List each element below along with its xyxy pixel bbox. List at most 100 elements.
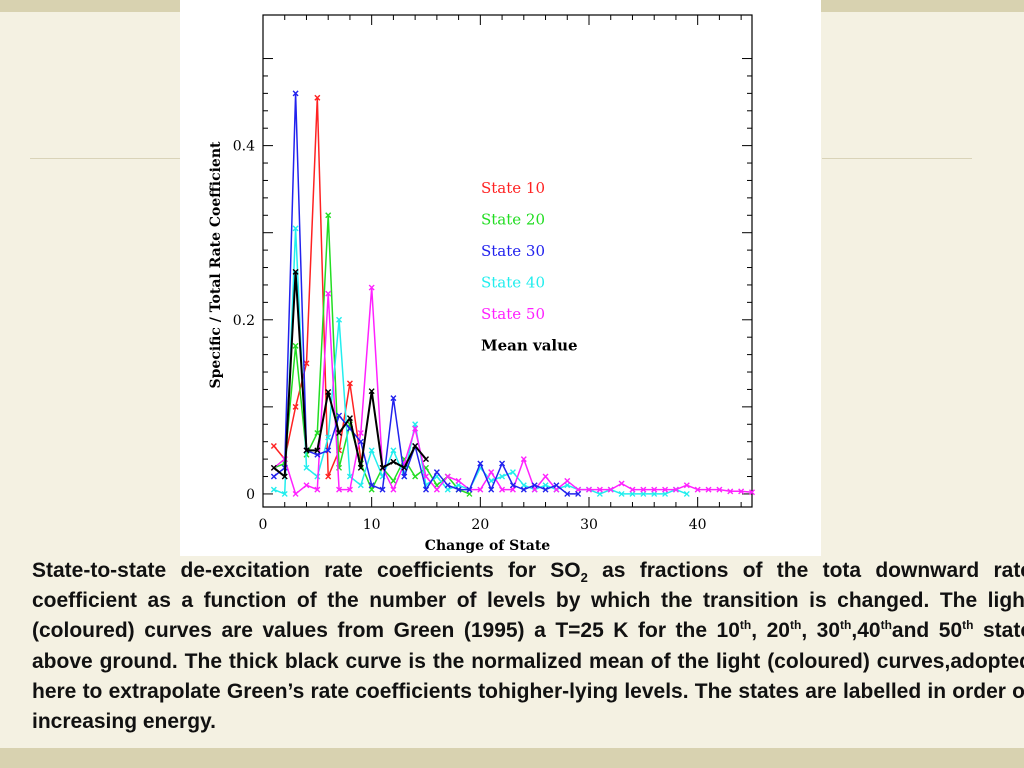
caption-line-4c: , 30 — [801, 619, 841, 643]
data-point — [379, 464, 386, 471]
data-point — [346, 415, 353, 422]
data-point — [444, 482, 451, 489]
data-point — [488, 486, 495, 493]
data-point — [292, 403, 299, 410]
series-line-state-40 — [273, 227, 688, 495]
data-point — [401, 473, 408, 480]
caption-line-1b: as fractions of the tota — [587, 559, 862, 582]
data-point — [488, 477, 495, 484]
data-point — [499, 486, 506, 493]
caption-sup-th-4: th — [880, 618, 892, 633]
legend-entry: State 40 — [481, 274, 545, 292]
data-point — [444, 473, 451, 480]
data-point — [640, 486, 647, 493]
data-point — [618, 490, 625, 497]
caption-line-5: curve is the normalized mean of the ligh… — [32, 649, 1024, 703]
figure-panel — [180, 0, 821, 556]
caption-subscript-2: 2 — [580, 570, 588, 586]
x-tick-label: 40 — [689, 517, 707, 533]
data-point — [749, 489, 755, 496]
data-point — [499, 473, 506, 480]
data-point — [629, 490, 636, 497]
data-point — [466, 486, 473, 493]
data-point — [390, 447, 397, 454]
data-point — [564, 490, 571, 497]
decor-line-left — [30, 158, 180, 159]
data-point — [314, 94, 321, 101]
data-point — [640, 490, 647, 497]
series-line-mean-value — [273, 270, 427, 478]
data-point — [575, 486, 582, 493]
data-point — [336, 429, 343, 436]
data-point — [368, 388, 375, 395]
caption-line-4f: state above ground. The thick black — [32, 619, 1024, 673]
data-point — [586, 486, 592, 493]
data-point — [336, 316, 343, 323]
data-point — [390, 395, 397, 402]
data-point — [531, 486, 538, 493]
data-point — [390, 486, 397, 493]
data-point — [433, 486, 440, 493]
data-point — [281, 490, 288, 497]
data-point — [423, 486, 429, 493]
x-tick-label: 30 — [580, 517, 598, 533]
figure-caption: State-to-state de-excitation rate coeffi… — [32, 556, 1024, 737]
data-point — [727, 488, 734, 495]
data-point — [368, 447, 375, 454]
data-point — [455, 477, 462, 484]
data-point — [325, 434, 332, 441]
data-point — [596, 490, 603, 497]
data-point — [303, 360, 310, 367]
data-point — [379, 486, 386, 493]
data-point — [683, 482, 690, 489]
data-point — [423, 473, 429, 480]
data-point — [433, 469, 440, 476]
data-point — [705, 486, 712, 493]
data-point — [412, 443, 419, 450]
caption-line-7: in order of increasing energy. — [32, 679, 1024, 734]
caption-sup-th-3: th — [840, 618, 852, 633]
data-point — [662, 486, 669, 493]
data-point — [357, 429, 364, 436]
caption-sup-th-5: th — [962, 618, 974, 633]
data-point — [281, 473, 288, 480]
legend-entry: State 30 — [481, 242, 545, 260]
data-point — [292, 342, 299, 349]
data-point — [412, 425, 419, 432]
data-point — [575, 490, 582, 497]
data-point — [564, 477, 571, 484]
x-tick-label: 20 — [471, 517, 489, 533]
x-tick-label: 0 — [259, 517, 268, 533]
data-point — [368, 482, 375, 489]
data-point — [412, 473, 419, 480]
legend-entry: Mean value — [481, 337, 578, 355]
data-point — [455, 486, 462, 493]
data-point — [444, 486, 451, 493]
data-point — [716, 486, 723, 493]
decor-line-right — [822, 158, 972, 159]
legend: State 10 State 20 State 30 State 40 State 50… — [481, 179, 578, 355]
data-point — [509, 482, 516, 489]
chart: 0 10 20 30 40 0 0.2 0.4 State 10 State 20 State 3… — [208, 14, 755, 554]
data-point — [325, 290, 332, 297]
data-point — [499, 460, 506, 467]
data-point — [509, 469, 516, 476]
y-tick-label: 0.4 — [233, 139, 255, 155]
data-point — [542, 482, 549, 489]
data-point — [346, 380, 353, 387]
data-point — [520, 482, 527, 489]
data-point — [488, 469, 495, 476]
data-point — [553, 482, 560, 489]
x-tick-label: 10 — [363, 517, 381, 533]
data-point — [390, 458, 397, 465]
data-point — [542, 473, 549, 480]
data-point — [325, 473, 332, 480]
caption-line-4e: and 50 — [891, 619, 963, 643]
tick-labels: 0 10 20 30 40 0 0.2 0.4 — [233, 139, 707, 533]
series-layer — [270, 90, 755, 497]
data-point — [738, 488, 745, 495]
data-point — [651, 490, 658, 497]
x-axis-label: Change of State — [425, 538, 550, 554]
caption-line-4d: ,40 — [851, 619, 881, 643]
data-point — [292, 225, 299, 232]
